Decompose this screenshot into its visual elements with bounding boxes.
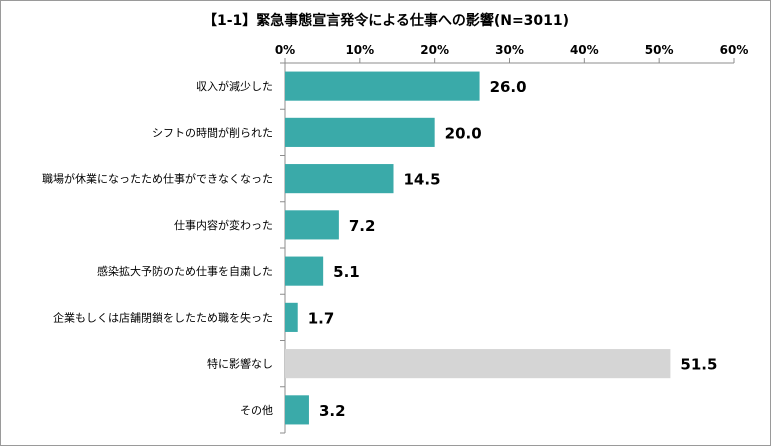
category-label: 仕事内容が変わった: [174, 218, 273, 232]
category-label: 特に影響なし: [207, 357, 273, 371]
value-label: 5.1: [333, 263, 360, 281]
category-label: 企業もしくは店舗閉鎖をしたため職を失った: [53, 310, 273, 324]
category-label: 職場が休業になったため仕事ができなくなった: [42, 172, 273, 186]
x-tick-label: 40%: [570, 43, 599, 57]
value-label: 3.2: [319, 402, 346, 420]
bars-group: 収入が減少した 26.0 シフトの時間が削られた 20.0 職場が休業になったため仕事が…: [42, 71, 717, 425]
bar: [285, 117, 435, 147]
value-label: 14.5: [404, 171, 441, 189]
category-label: 感染拡大予防のため仕事を自粛した: [97, 264, 273, 278]
x-tick-label: 20%: [420, 43, 449, 57]
bar: [285, 349, 671, 379]
x-tick-label: 30%: [495, 43, 524, 57]
bar: [285, 164, 394, 194]
x-tick-label: 50%: [645, 43, 674, 57]
bar: [285, 71, 480, 101]
value-label: 20.0: [445, 124, 482, 142]
bar: [285, 210, 339, 240]
category-label: 収入が減少した: [196, 79, 273, 93]
bar: [285, 302, 298, 332]
x-tick-label: 0%: [275, 43, 295, 57]
bar: [285, 256, 324, 286]
value-label: 1.7: [308, 309, 335, 327]
category-label: シフトの時間が削られた: [152, 125, 273, 139]
category-label: その他: [240, 404, 273, 417]
bar: [285, 395, 309, 425]
chart-title: 【1-1】緊急事態宣言発令による仕事への影響(N=3011): [203, 12, 569, 29]
value-label: 26.0: [490, 78, 527, 96]
x-tick-label: 60%: [720, 43, 749, 57]
value-label: 51.5: [680, 356, 717, 374]
value-label: 7.2: [349, 217, 376, 235]
x-tick-label: 10%: [345, 43, 374, 57]
